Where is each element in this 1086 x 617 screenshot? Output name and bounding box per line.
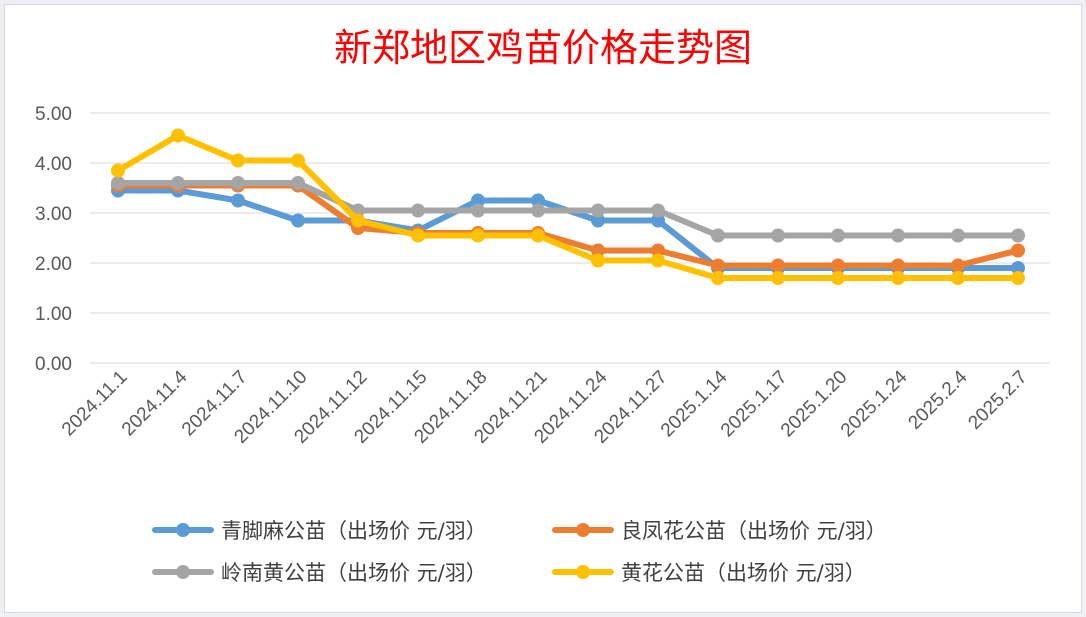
y-tick-label: 4.00 bbox=[35, 154, 72, 175]
data-point bbox=[1011, 271, 1025, 285]
data-point bbox=[411, 203, 425, 218]
legend-swatch-marker bbox=[576, 565, 590, 579]
data-point bbox=[351, 213, 365, 228]
series-line bbox=[115, 180, 1021, 239]
x-tick-label: 2025.2.4 bbox=[904, 366, 971, 433]
series-line bbox=[115, 182, 1021, 269]
series-group bbox=[111, 176, 1025, 243]
legend-label: 青脚麻公苗（出场价 元/羽） bbox=[221, 519, 487, 543]
data-point bbox=[951, 258, 965, 273]
x-tick-label: 2025.1.24 bbox=[837, 366, 912, 441]
legend-item: 岭南黄公苗（出场价 元/羽） bbox=[152, 561, 487, 585]
legend-item: 良凤花公苗（出场价 元/羽） bbox=[552, 519, 887, 543]
data-point bbox=[711, 271, 725, 285]
data-point bbox=[591, 253, 605, 268]
legend-swatch-marker bbox=[176, 565, 190, 579]
data-point bbox=[291, 153, 305, 168]
chart-title: 新郑地区鸡苗价格走势图 bbox=[334, 26, 752, 70]
data-point bbox=[891, 271, 905, 285]
data-point bbox=[891, 228, 905, 243]
data-point bbox=[651, 203, 665, 218]
y-tick-label: 5.00 bbox=[35, 104, 72, 125]
x-tick-label: 2025.2.7 bbox=[964, 367, 1031, 434]
data-point bbox=[591, 243, 605, 258]
series-group bbox=[111, 128, 1025, 285]
data-point bbox=[591, 213, 605, 228]
legend-label: 岭南黄公苗（出场价 元/羽） bbox=[221, 561, 487, 585]
data-point bbox=[831, 258, 845, 273]
data-point bbox=[951, 271, 965, 285]
legend-swatch-marker bbox=[576, 523, 590, 537]
data-point bbox=[471, 203, 485, 218]
legend-label: 良凤花公苗（出场价 元/羽） bbox=[621, 519, 887, 543]
data-point bbox=[831, 228, 845, 243]
data-point bbox=[771, 271, 785, 285]
series-line bbox=[115, 187, 1021, 271]
data-point bbox=[771, 258, 785, 273]
chart-area bbox=[4, 4, 1082, 613]
y-tick-label: 2.00 bbox=[35, 254, 72, 275]
y-tick-label: 1.00 bbox=[35, 304, 72, 325]
data-point bbox=[891, 258, 905, 273]
data-point bbox=[531, 203, 545, 218]
data-point bbox=[531, 228, 545, 243]
data-point bbox=[591, 203, 605, 218]
data-point bbox=[951, 228, 965, 243]
data-point bbox=[171, 128, 185, 143]
data-point bbox=[111, 176, 125, 190]
legend: 青脚麻公苗（出场价 元/羽） 良凤花公苗（出场价 元/羽） 岭南黄公苗（出场价 元/… bbox=[152, 519, 887, 585]
data-point bbox=[831, 271, 845, 285]
legend-label: 黄花公苗（出场价 元/羽） bbox=[621, 561, 866, 585]
legend-item: 黄花公苗（出场价 元/羽） bbox=[552, 561, 866, 585]
series-group bbox=[111, 178, 1025, 273]
series-line bbox=[115, 132, 1021, 281]
data-point bbox=[471, 193, 485, 208]
data-point bbox=[1011, 243, 1025, 258]
data-point bbox=[711, 258, 725, 273]
series-lines bbox=[111, 128, 1025, 285]
x-axis-ticks: 2024.11.12024.11.42024.11.72024.11.10202… bbox=[58, 366, 1032, 447]
data-point bbox=[531, 193, 545, 208]
legend-swatch-marker bbox=[176, 523, 190, 537]
data-point bbox=[411, 228, 425, 243]
data-point bbox=[651, 243, 665, 258]
data-point bbox=[471, 228, 485, 243]
data-point bbox=[231, 176, 245, 190]
y-tick-label: 3.00 bbox=[35, 204, 72, 225]
data-point bbox=[711, 228, 725, 243]
data-point bbox=[771, 228, 785, 243]
y-tick-label: 0.00 bbox=[35, 354, 72, 375]
data-point bbox=[111, 163, 125, 178]
data-point bbox=[651, 253, 665, 268]
series-group bbox=[111, 183, 1025, 275]
y-axis-ticks: 0.00 1.00 2.00 3.00 4.00 5.00 bbox=[35, 104, 72, 375]
legend-item: 青脚麻公苗（出场价 元/羽） bbox=[152, 519, 487, 543]
data-point bbox=[231, 193, 245, 208]
data-point bbox=[1011, 228, 1025, 243]
data-point bbox=[291, 213, 305, 228]
data-point bbox=[291, 176, 305, 190]
data-point bbox=[171, 176, 185, 190]
data-point bbox=[651, 213, 665, 228]
data-point bbox=[231, 153, 245, 168]
data-point bbox=[1011, 261, 1025, 275]
